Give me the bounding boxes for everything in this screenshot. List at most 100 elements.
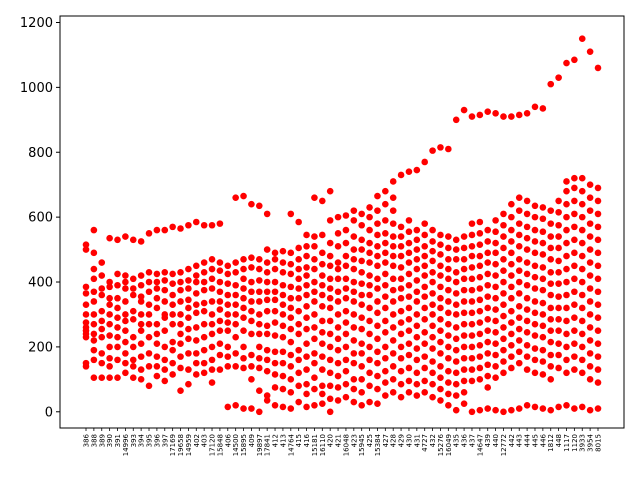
scatter-point	[200, 369, 208, 377]
scatter-point	[523, 197, 531, 205]
scatter-point	[192, 218, 200, 226]
scatter-point	[319, 400, 326, 407]
scatter-point	[421, 304, 429, 312]
x-tick-label: 14647	[476, 434, 484, 456]
scatter-point	[523, 223, 531, 231]
scatter-point	[319, 390, 326, 398]
scatter-point	[515, 220, 523, 227]
scatter-point	[374, 252, 381, 260]
scatter-point	[311, 350, 318, 357]
scatter-point	[271, 307, 279, 315]
scatter-point	[413, 356, 421, 364]
scatter-point	[311, 374, 318, 382]
scatter-point	[476, 341, 484, 349]
scatter-point	[445, 244, 452, 252]
scatter-point	[429, 345, 436, 352]
scatter-point	[106, 278, 113, 286]
scatter-point	[185, 314, 192, 322]
scatter-point	[405, 239, 413, 247]
scatter-point	[240, 304, 247, 312]
scatter-point	[563, 304, 570, 312]
scatter-point	[248, 376, 255, 383]
scatter-point	[460, 343, 468, 351]
scatter-point	[586, 259, 594, 266]
scatter-point	[484, 405, 492, 412]
scatter-point	[122, 359, 129, 367]
scatter-point	[405, 293, 413, 300]
scatter-point	[287, 351, 295, 359]
x-tick-label: 397	[161, 434, 169, 447]
scatter-point	[492, 239, 499, 247]
scatter-point	[263, 278, 271, 286]
scatter-point	[389, 389, 397, 396]
scatter-point	[578, 265, 586, 273]
scatter-point	[177, 286, 184, 294]
x-tick-label: 1120	[571, 434, 579, 452]
scatter-point	[437, 231, 444, 239]
scatter-point	[311, 288, 318, 296]
scatter-point	[397, 354, 405, 362]
scatter-point	[248, 317, 255, 325]
scatter-point	[523, 341, 531, 349]
scatter-point	[232, 268, 239, 276]
x-tick-label: 391	[114, 434, 122, 447]
scatter-point	[153, 304, 161, 312]
scatter-point	[484, 372, 492, 380]
scatter-point	[429, 278, 436, 286]
scatter-point	[468, 377, 476, 385]
scatter-point	[571, 366, 578, 373]
scatter-point	[539, 228, 547, 236]
scatter-point	[539, 405, 547, 412]
scatter-point	[208, 343, 216, 351]
scatter-point	[334, 259, 342, 266]
scatter-point	[145, 350, 153, 357]
scatter-point	[240, 327, 247, 334]
scatter-point	[382, 392, 389, 399]
scatter-point	[334, 213, 342, 221]
scatter-point	[153, 340, 161, 347]
scatter-point	[539, 215, 547, 223]
scatter-point	[531, 320, 539, 328]
scatter-point	[271, 319, 279, 326]
scatter-point	[319, 260, 326, 268]
scatter-point	[326, 285, 334, 292]
scatter-point	[421, 252, 429, 260]
scatter-point	[350, 324, 358, 331]
scatter-point	[500, 244, 507, 252]
scatter-point	[429, 257, 436, 265]
scatter-point	[192, 309, 200, 317]
scatter-point	[334, 230, 342, 237]
scatter-point	[342, 307, 350, 315]
scatter-point	[366, 343, 373, 351]
scatter-point	[90, 320, 98, 328]
scatter-point	[539, 311, 547, 318]
scatter-point	[460, 354, 468, 362]
scatter-point	[303, 252, 310, 260]
scatter-point	[531, 403, 539, 411]
scatter-point	[169, 320, 176, 328]
scatter-point	[240, 314, 247, 322]
scatter-point	[295, 382, 302, 390]
scatter-point	[334, 288, 342, 296]
scatter-point	[192, 324, 200, 331]
scatter-point	[303, 303, 310, 310]
scatter-point	[366, 369, 373, 377]
scatter-point	[153, 372, 161, 380]
scatter-point	[405, 281, 413, 289]
x-tick-label: 17169	[169, 434, 177, 456]
scatter-point	[445, 309, 452, 317]
scatter-point	[429, 247, 436, 255]
scatter-point	[358, 376, 365, 383]
scatter-point	[563, 252, 570, 260]
scatter-point	[342, 285, 350, 292]
scatter-point	[445, 145, 452, 153]
scatter-point	[279, 247, 287, 255]
scatter-point	[153, 278, 161, 286]
scatter-point	[586, 337, 594, 344]
x-tick-label: 442	[508, 434, 516, 447]
scatter-point	[255, 256, 263, 263]
scatter-point	[452, 406, 460, 414]
scatter-point	[240, 256, 247, 263]
scatter-point	[445, 343, 452, 351]
scatter-point	[476, 285, 484, 292]
